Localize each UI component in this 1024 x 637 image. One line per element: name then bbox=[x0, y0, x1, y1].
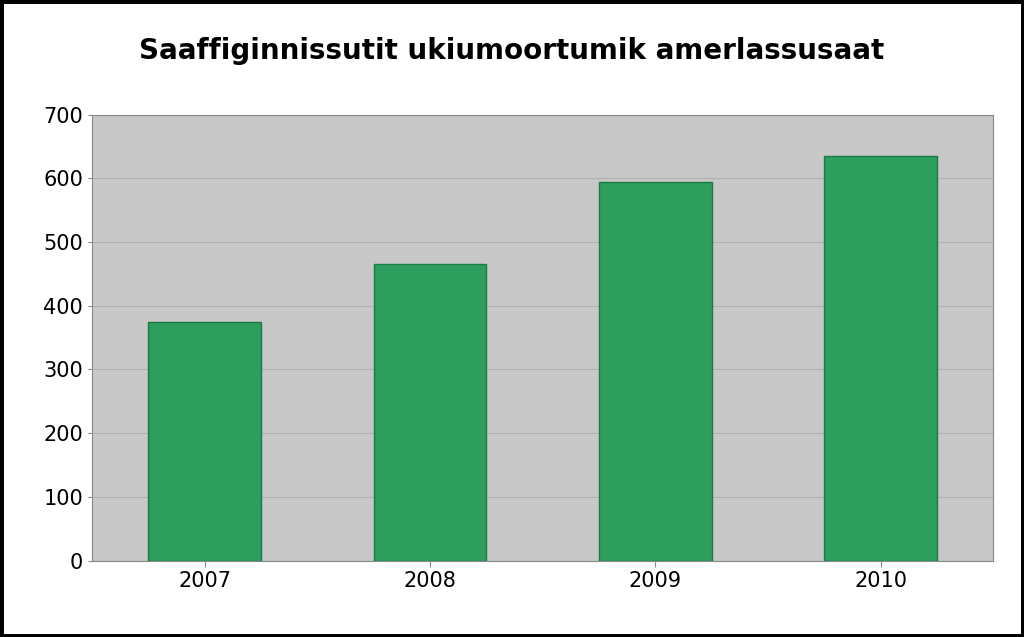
Bar bbox=[374, 264, 486, 561]
Bar bbox=[148, 322, 261, 561]
Text: Saaffiginnissutit ukiumoortumik amerlassusaat: Saaffiginnissutit ukiumoortumik amerlass… bbox=[139, 37, 885, 65]
Bar bbox=[599, 182, 712, 561]
Bar bbox=[824, 156, 937, 561]
